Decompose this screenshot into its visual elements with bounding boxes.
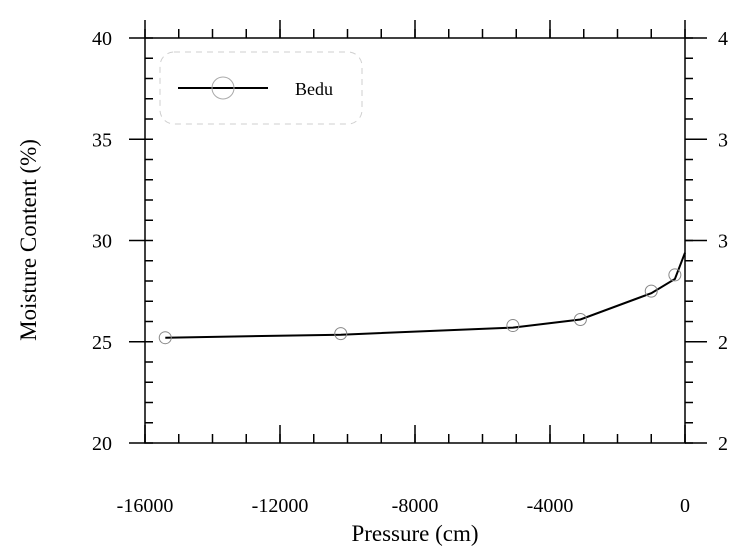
x-tick-label: -4000 <box>527 495 574 517</box>
x-tick-label: -12000 <box>252 495 309 517</box>
y-tick-label: 20 <box>92 433 112 455</box>
y2-tick-label: 3 <box>718 231 728 253</box>
y-axis-title: Moisture Content (%) <box>16 139 41 341</box>
data-point <box>668 268 682 282</box>
y-tick-label: 30 <box>92 231 112 253</box>
legend-marker <box>211 76 235 100</box>
data-point <box>158 331 172 345</box>
y-tick-labels: 20 25 30 35 40 <box>92 28 112 455</box>
y-tick-label: 40 <box>92 28 112 50</box>
x-tick-label: -16000 <box>117 495 174 517</box>
x-tick-label: 0 <box>680 495 690 517</box>
y2-tick-label: 2 <box>718 332 728 354</box>
data-point <box>573 312 587 326</box>
y2-tick-label: 3 <box>718 129 728 151</box>
y2-tick-label: 2 <box>718 433 728 455</box>
y-tick-label: 25 <box>92 332 112 354</box>
x-tick-label: -8000 <box>392 495 439 517</box>
data-point <box>644 284 658 298</box>
legend: Bedu <box>159 51 363 125</box>
series-line-bedu <box>165 252 686 339</box>
series-markers-bedu <box>158 268 682 345</box>
y-tick-label: 35 <box>92 129 112 151</box>
data-point <box>334 327 348 341</box>
x-tick-labels: -16000 -12000 -8000 -4000 0 <box>117 495 690 517</box>
y2-tick-label: 4 <box>718 28 728 50</box>
legend-label: Bedu <box>295 79 333 99</box>
y2-tick-labels: 2 2 3 3 4 <box>718 28 728 455</box>
x-axis-title: Pressure (cm) <box>351 521 478 546</box>
data-point <box>506 319 520 333</box>
major-ticks <box>129 20 707 444</box>
minor-ticks <box>144 29 693 444</box>
